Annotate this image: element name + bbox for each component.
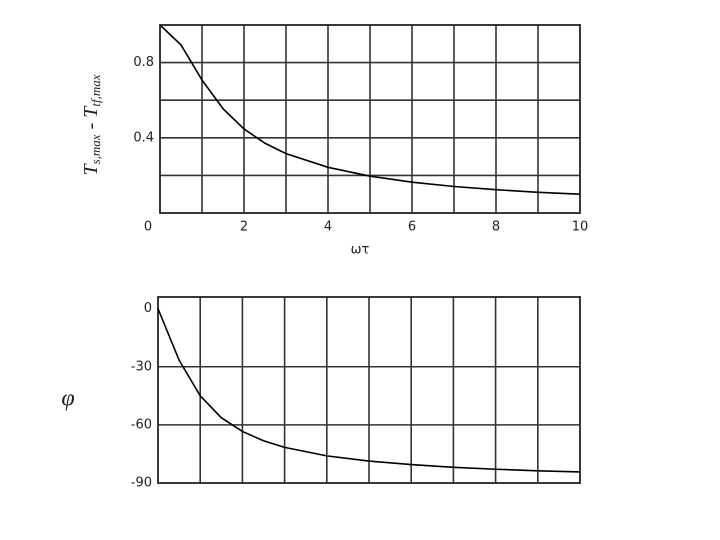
y-tick-label: 0: [144, 301, 152, 316]
plot-frame: [159, 24, 581, 214]
plot-frame: [157, 296, 581, 484]
x-tick-label: 6: [408, 220, 416, 235]
y-axis-label: Ts,max - Ttf,max: [80, 74, 103, 175]
x-tick-label: 10: [572, 220, 589, 235]
y-tick-label: 0.8: [133, 55, 154, 70]
y-tick-label: 0.4: [133, 130, 154, 145]
y-tick-label: -30: [131, 359, 152, 374]
y-tick-label: -90: [131, 476, 152, 491]
x-axis-label: ωτ: [351, 243, 370, 258]
x-tick-label: 4: [324, 220, 332, 235]
data-line: [157, 308, 581, 473]
x-tick-label: 8: [492, 220, 500, 235]
ylabel-part: - T: [80, 105, 102, 135]
data-line: [159, 24, 581, 195]
y-axis-label: φ: [61, 386, 74, 412]
ylabel-part: s,max: [88, 134, 103, 164]
x-tick-label: 0: [144, 220, 152, 235]
x-tick-label: 2: [240, 220, 248, 235]
ylabel-part: tf,max: [88, 74, 103, 106]
y-tick-label: -60: [131, 417, 152, 432]
ylabel-part: T: [80, 163, 102, 176]
